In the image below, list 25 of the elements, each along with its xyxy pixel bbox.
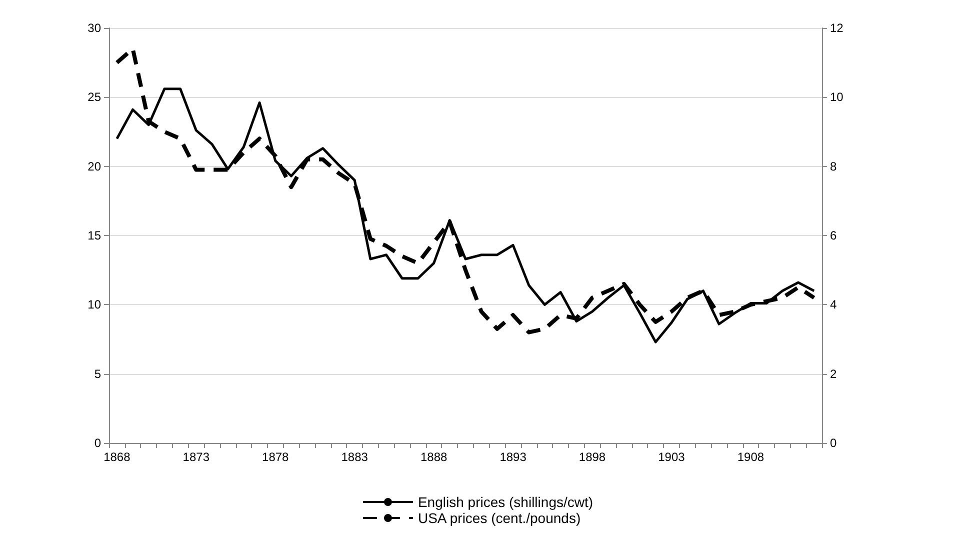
y-tick-label: 10 <box>88 298 102 312</box>
x-tick-label: 1908 <box>737 450 764 464</box>
y-tick-label: 15 <box>88 228 102 242</box>
x-tick-label: 1883 <box>341 450 368 464</box>
x-tick-label: 1878 <box>262 450 290 464</box>
y-tick-label: 0 <box>94 436 102 450</box>
y2-tick-label: 12 <box>830 21 844 35</box>
legend-label: USA prices (cent./pounds) <box>418 510 581 526</box>
y2-tick-label: 0 <box>830 436 837 450</box>
y2-tick-label: 6 <box>830 228 837 242</box>
y-tick-label: 20 <box>88 159 102 174</box>
y2-tick-label: 4 <box>830 298 837 312</box>
x-tick-label: 1898 <box>578 450 606 464</box>
x-tick-label: 1888 <box>420 450 448 464</box>
y-tick-label: 30 <box>88 21 102 35</box>
x-tick-label: 1868 <box>104 450 131 464</box>
y2-tick-label: 8 <box>830 159 837 174</box>
x-tick-label: 1893 <box>500 450 527 464</box>
y2-tick-label: 2 <box>830 366 837 381</box>
x-tick-label: 1873 <box>182 450 210 464</box>
y-tick-label: 25 <box>88 90 102 104</box>
y-tick-label: 5 <box>94 366 102 381</box>
legend-label: English prices (shillings/cwt) <box>418 494 594 510</box>
y2-tick-label: 10 <box>830 90 844 104</box>
x-tick-label: 1903 <box>658 450 686 464</box>
